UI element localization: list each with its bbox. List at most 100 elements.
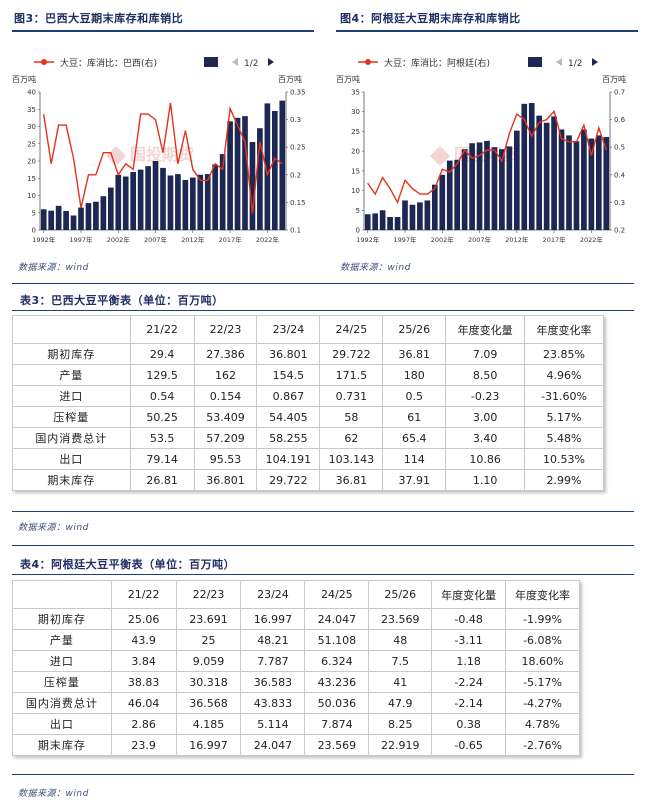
y-left-unit: 百万吨	[336, 74, 360, 84]
y-left-tick-label: 15	[351, 167, 360, 175]
fig4-title: 图4：阿根廷大豆期末库存和库销比	[340, 12, 521, 25]
bar	[93, 201, 99, 230]
table3-cell: 3.40	[445, 427, 526, 449]
bar	[566, 135, 572, 230]
watermark-logo-icon	[106, 146, 126, 166]
table3-row: 压榨量 50.25 53.409 54.405 58 61 3.00 5.17%	[12, 406, 604, 428]
table3-cell: 53.5	[129, 427, 195, 449]
bar	[431, 184, 438, 230]
table4-cell: 43.236	[304, 671, 370, 693]
table3-row: 期末库存 26.81 36.801 29.722 36.81 37.91 1.10 2.99%	[12, 469, 604, 491]
x-tick-label: 1992年	[32, 235, 56, 244]
table3-cell: 7.09	[445, 343, 526, 365]
bar	[40, 209, 47, 230]
bar	[551, 116, 557, 230]
table4-row: 产量 43.9 25 48.21 51.108 48 -3.11 -6.08%	[12, 629, 580, 651]
legend-page-label: 1/2	[244, 59, 258, 69]
table4-cell: -2.14	[431, 692, 507, 714]
table4-row-label: 期初库存	[12, 608, 112, 630]
y-right-tick-label: 0.4	[614, 171, 626, 179]
table3-cell: 29.4	[129, 343, 195, 365]
table3-row-label: 产量	[12, 364, 131, 386]
bar	[219, 154, 226, 230]
table4-cell: -4.27%	[505, 692, 580, 714]
bar	[130, 172, 137, 230]
bar	[439, 174, 446, 230]
legend-bar-swatch	[204, 57, 218, 67]
table4-row: 出口 2.86 4.185 5.114 7.874 8.25 0.38 4.78%	[12, 713, 580, 735]
table4-cell: 16.997	[240, 608, 306, 630]
table4-cell: 7.787	[240, 650, 306, 672]
table3-header-col: 22/23	[193, 315, 258, 344]
y-right-tick-label: 0.25	[290, 144, 306, 152]
fig3-title: 图3：巴西大豆期末库存和库销比	[14, 12, 184, 25]
table4-row-label: 出口	[12, 713, 112, 735]
table4-cell: -0.48	[431, 608, 507, 630]
table4-cell: -3.11	[431, 629, 507, 651]
bar	[379, 210, 386, 230]
x-tick-label: 2017年	[543, 235, 567, 244]
table4-title-rule	[12, 574, 634, 575]
bar	[573, 141, 580, 230]
bar	[107, 187, 114, 230]
table3-cell: 10.53%	[524, 448, 604, 470]
table4-cell: -2.76%	[505, 734, 580, 756]
x-tick-label: 2017年	[219, 235, 243, 244]
table3-cell: 0.54	[129, 385, 195, 407]
y-left-tick-label: 20	[27, 158, 36, 166]
bar	[513, 130, 520, 230]
fig3-source: 数据来源：wind	[18, 263, 89, 273]
legend-prev-icon	[232, 58, 238, 66]
table3-header-col: 年度变化量	[445, 315, 526, 344]
legend-next-icon	[268, 58, 274, 66]
table3-cell: 180	[382, 364, 447, 386]
table3-header-row: 21/22 22/23 23/24 24/25 25/26 年度变化量 年度变化…	[12, 315, 604, 344]
bar	[581, 129, 587, 230]
table4-cell: 48.21	[240, 629, 306, 651]
table3-cell: 61	[382, 406, 447, 428]
table4-cell: 25	[175, 629, 242, 651]
table3-cell: 26.81	[129, 469, 195, 491]
table3-bottom-rule	[12, 511, 634, 512]
table3-row-label: 期末库存	[12, 469, 131, 491]
fig3-chart: 大豆：库消比：巴西(右) 1/2 百万吨 百万吨 国投期货 0 5 10 15 20 25 30 35 4…	[12, 48, 318, 250]
table4-cell: 25.06	[110, 608, 177, 630]
table3-cell: 36.801	[193, 469, 258, 491]
fig4-title-rule	[336, 30, 638, 32]
table4-top-rule	[12, 545, 634, 546]
x-tick-label: 2002年	[431, 235, 455, 244]
bar	[476, 142, 483, 230]
table3-cell: 53.409	[193, 406, 258, 428]
x-tick-label: 1997年	[393, 235, 417, 244]
table3-row-label: 国内消费总计	[12, 427, 131, 449]
table4-row: 国内消费总计 46.04 36.568 43.833 50.036 47.9 -2.14 -4…	[12, 692, 580, 714]
bar	[469, 143, 475, 230]
table3-header-col: 21/22	[129, 315, 195, 344]
table4-cell: -6.08%	[505, 629, 580, 651]
table3-cell: 104.191	[256, 448, 321, 470]
bar	[417, 202, 423, 230]
table4-cell: 0.38	[431, 713, 507, 735]
table4-cell: 3.84	[110, 650, 177, 672]
table4-cell: 43.9	[110, 629, 177, 651]
y-right-tick-label: 0.1	[290, 227, 301, 235]
table4-cell: 23.691	[175, 608, 242, 630]
y-right-tick-label: 0.35	[290, 89, 306, 97]
series-line	[367, 109, 607, 205]
table3-header-col: 年度变化率	[524, 315, 604, 344]
y-right-unit: 百万吨	[602, 74, 626, 84]
y-left-tick-label: 35	[351, 89, 360, 97]
table4-cell: 18.60%	[505, 650, 580, 672]
y-right-tick-label: 0.2	[290, 171, 301, 179]
bar	[424, 200, 431, 230]
bar	[264, 103, 271, 230]
table3-cell: 37.91	[382, 469, 447, 491]
bar	[461, 149, 468, 230]
table3-cell: 2.99%	[524, 469, 604, 491]
y-left-tick-label: 30	[27, 123, 36, 131]
table3-cell: 62	[319, 427, 384, 449]
table3-cell: 129.5	[129, 364, 195, 386]
y-right-tick-label: 0.3	[614, 199, 625, 207]
legend-next-icon	[592, 58, 598, 66]
table3-row: 进口 0.54 0.154 0.867 0.731 0.5 -0.23 -31.60%	[12, 385, 604, 407]
